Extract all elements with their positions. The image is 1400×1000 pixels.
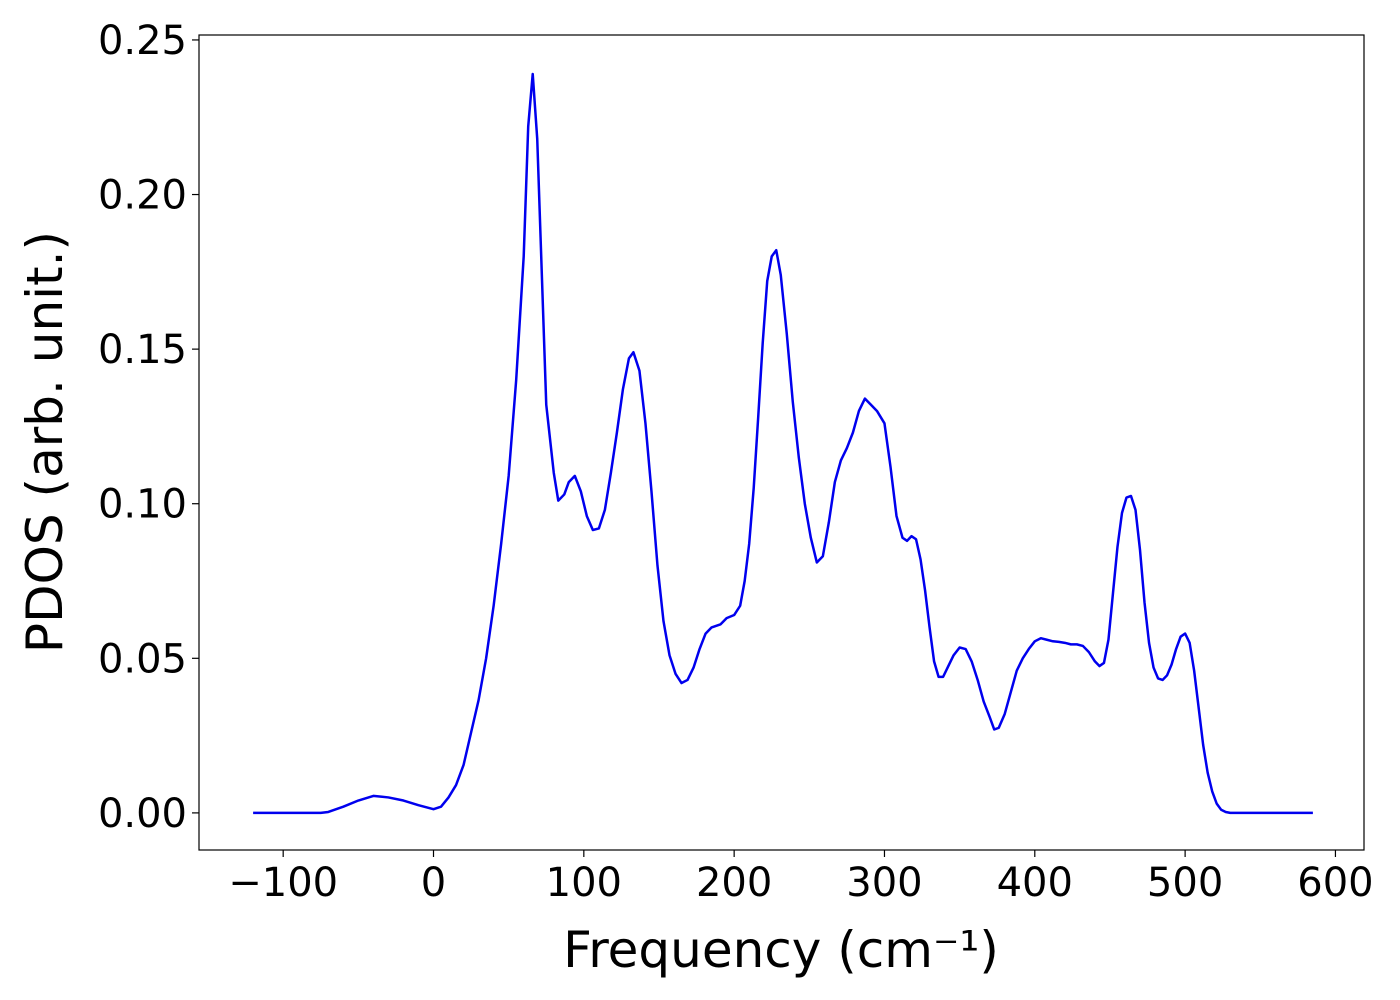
x-tick-label: 200: [696, 860, 772, 906]
y-tick-label: 0.20: [98, 173, 187, 219]
x-tick-label: −100: [228, 860, 338, 906]
x-tick-label: 400: [997, 860, 1073, 906]
y-tick-label: 0.00: [98, 791, 187, 837]
x-tick-label: 600: [1297, 860, 1373, 906]
y-tick-label: 0.15: [98, 327, 187, 373]
y-tick-label: 0.10: [98, 482, 187, 528]
x-tick-label: 300: [846, 860, 922, 906]
plot-frame: [198, 34, 1365, 851]
y-axis-label: PDOS (arb. unit.): [16, 231, 74, 653]
x-tick-label: 100: [546, 860, 622, 906]
x-tick-label: 500: [1147, 860, 1223, 906]
data-line: [253, 72, 1313, 815]
y-tick-label: 0.05: [98, 636, 187, 682]
x-tick-label: 0: [421, 860, 446, 906]
x-axis-label: Frequency (cm⁻¹): [563, 921, 999, 979]
y-tick-label: 0.25: [98, 18, 187, 64]
